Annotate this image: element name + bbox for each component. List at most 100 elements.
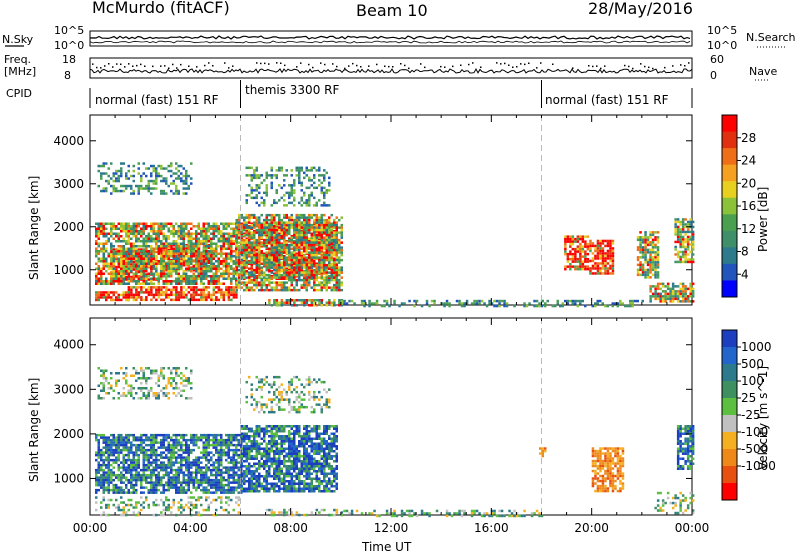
data-cell — [644, 268, 647, 272]
data-cell — [145, 252, 148, 255]
data-cell — [130, 257, 133, 260]
data-cell — [313, 196, 316, 200]
data-cell — [245, 194, 248, 197]
data-cell — [212, 255, 215, 258]
data-cell — [564, 237, 567, 241]
data-cell — [283, 271, 286, 274]
data-cell — [120, 451, 123, 454]
data-cell — [310, 213, 313, 217]
data-cell — [182, 192, 185, 195]
data-cell — [227, 235, 230, 238]
data-cell — [105, 476, 108, 479]
data-cell — [175, 250, 178, 253]
data-cell — [235, 241, 238, 244]
data-cell — [268, 226, 271, 229]
data-cell — [177, 235, 180, 238]
data-cell — [245, 201, 248, 205]
data-cell — [308, 263, 311, 267]
data-cell — [681, 292, 685, 296]
data-cell — [180, 222, 183, 225]
data-cell — [212, 275, 215, 278]
data-cell — [162, 167, 165, 170]
data-cell — [260, 231, 263, 234]
data-cell — [273, 263, 276, 267]
data-cell — [200, 282, 203, 285]
data-cell — [147, 262, 150, 265]
data-cell — [278, 243, 281, 247]
data-cell — [120, 174, 123, 178]
data-cell — [100, 468, 103, 472]
data-cell — [235, 296, 238, 299]
data-cell — [649, 231, 652, 234]
data-cell — [330, 222, 333, 225]
data-cell — [238, 258, 241, 262]
data-cell — [100, 282, 103, 285]
data-cell — [125, 172, 128, 175]
data-cell — [192, 225, 195, 228]
data-cell — [283, 174, 286, 177]
data-cell — [237, 272, 240, 275]
data-cell — [142, 262, 145, 265]
data-cell — [310, 194, 313, 197]
data-cell — [100, 177, 103, 180]
data-cell — [330, 273, 333, 277]
data-cell — [288, 191, 291, 195]
data-cell — [110, 267, 113, 270]
data-cell — [270, 174, 273, 177]
data-cell — [328, 286, 331, 289]
data-cell — [270, 275, 273, 278]
data-cell — [601, 272, 605, 275]
data-cell — [117, 473, 120, 477]
data-cell — [288, 278, 291, 282]
data-cell — [142, 272, 145, 275]
data-cell — [145, 296, 148, 299]
data-cell — [155, 245, 158, 248]
data-cell — [122, 291, 125, 294]
data-cell — [105, 441, 108, 444]
data-cell — [659, 300, 662, 303]
data-cell — [117, 245, 120, 248]
data-cell — [248, 286, 251, 289]
data-cell — [253, 261, 256, 264]
data-cell — [135, 245, 138, 248]
data-cell — [250, 174, 253, 177]
data-cell — [170, 246, 173, 249]
data-cell — [581, 262, 585, 266]
data-cell — [107, 272, 110, 275]
data-cell — [207, 291, 211, 294]
data-cell — [609, 239, 612, 243]
data-cell — [127, 267, 130, 270]
data-cell — [125, 255, 128, 258]
data-cell — [533, 299, 536, 303]
data-cell — [235, 247, 238, 250]
data-cell — [215, 227, 218, 230]
data-cell — [243, 241, 246, 244]
data-cell — [265, 246, 268, 249]
data-cell — [654, 266, 657, 269]
data-cell — [290, 186, 293, 190]
data-cell — [95, 451, 98, 454]
data-cell — [167, 270, 170, 273]
data-cell — [152, 164, 155, 168]
data-cell — [313, 181, 316, 185]
data-cell — [278, 304, 281, 307]
data-cell — [671, 287, 675, 291]
data-cell — [145, 184, 148, 188]
data-cell — [235, 283, 238, 287]
data-cell — [102, 481, 105, 484]
data-cell — [571, 302, 574, 305]
data-cell — [235, 257, 238, 260]
data-cell — [265, 245, 268, 248]
data-cell — [649, 300, 652, 303]
data-cell — [162, 252, 165, 255]
data-cell — [318, 223, 321, 227]
data-cell — [160, 286, 163, 289]
data-cell — [293, 199, 296, 202]
data-cell — [275, 301, 279, 304]
data-cell — [323, 271, 326, 274]
data-cell — [594, 264, 597, 268]
data-cell — [125, 433, 128, 437]
data-cell — [273, 272, 276, 275]
data-cell — [639, 273, 642, 277]
data-cell — [142, 265, 145, 268]
